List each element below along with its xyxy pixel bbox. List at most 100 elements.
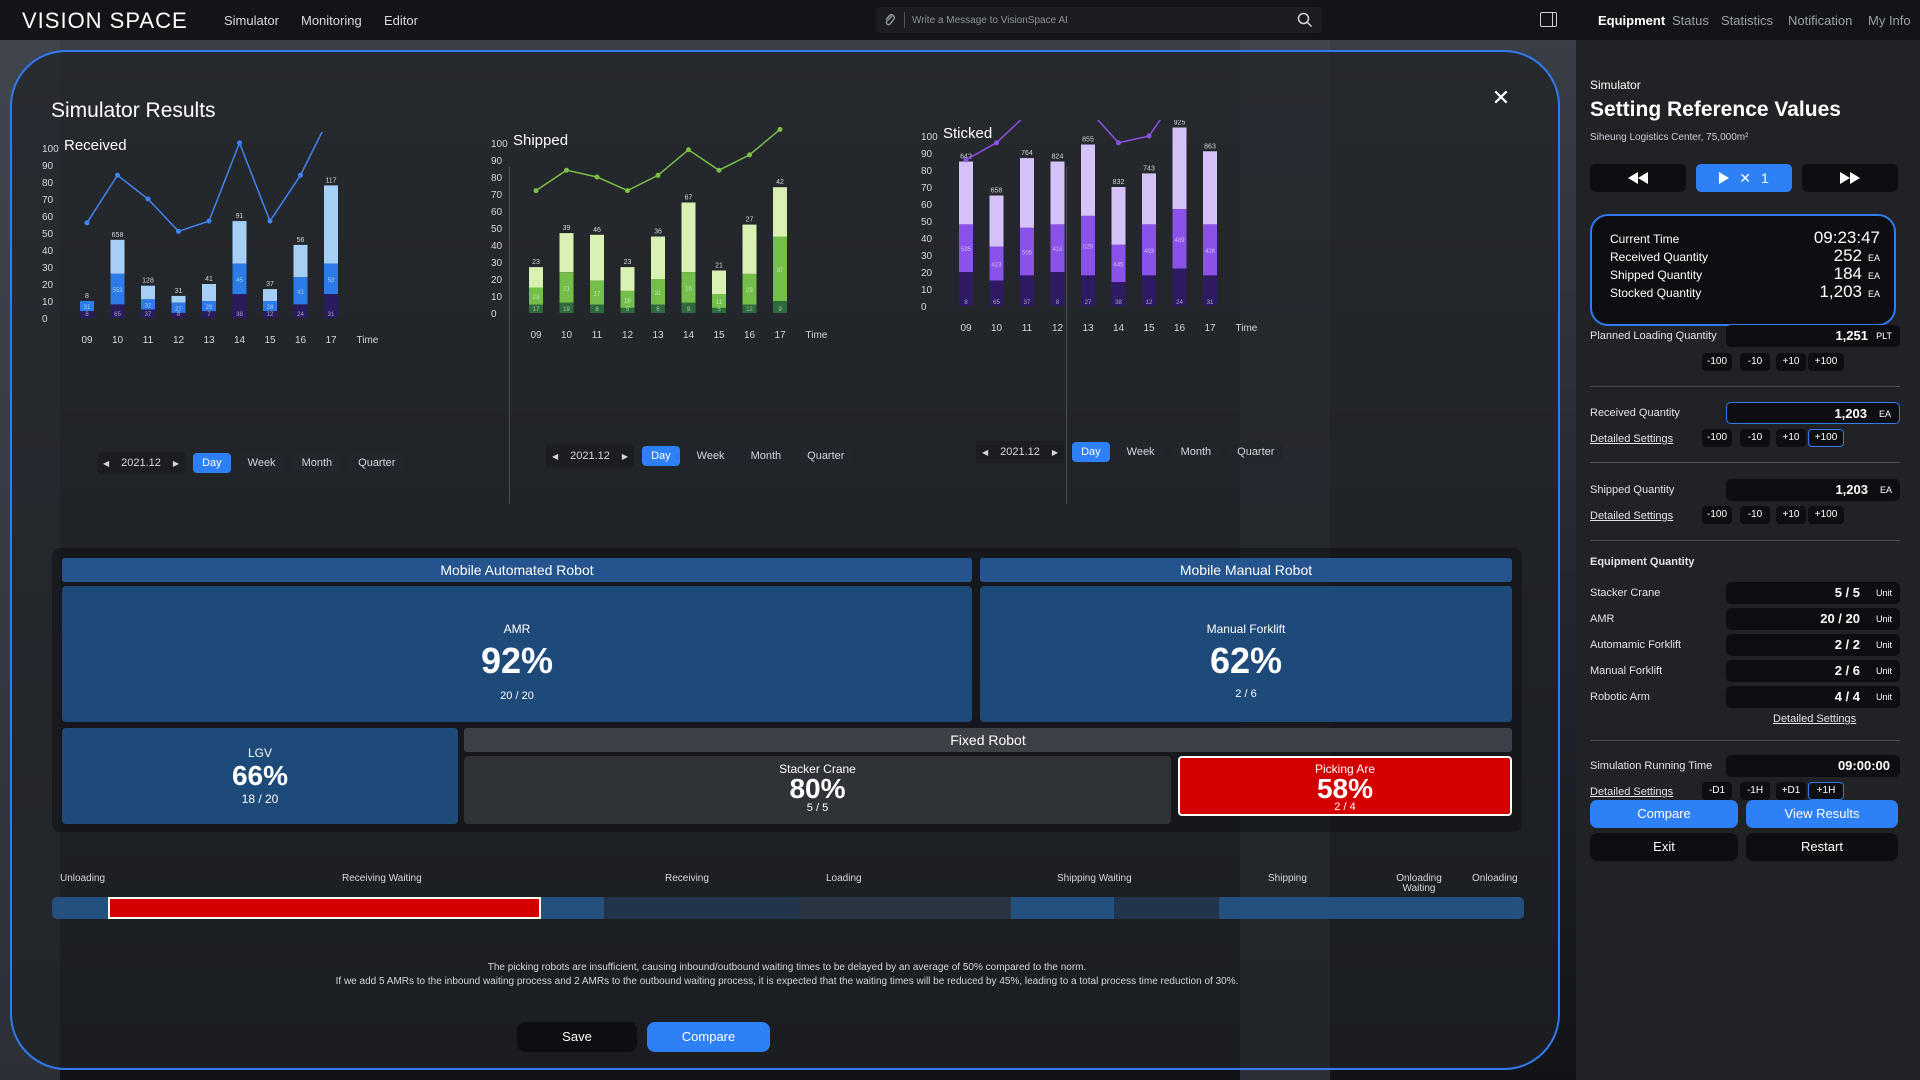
trend-point[interactable]	[84, 220, 90, 226]
bar-segment-top[interactable]	[1081, 144, 1095, 216]
stacker-crane-card[interactable]: Stacker Crane 80% 5 / 5	[464, 756, 1171, 824]
bar-segment-middle[interactable]	[1020, 227, 1034, 276]
bar-segment-top[interactable]	[1050, 161, 1065, 225]
period-month-button[interactable]: Month	[741, 446, 791, 466]
shipped-step-0[interactable]: -100	[1702, 506, 1732, 524]
period-quarter-button[interactable]: Quarter	[349, 453, 405, 473]
period-day-button[interactable]: Day	[1072, 442, 1110, 462]
received-step-3[interactable]: +100	[1808, 429, 1844, 447]
period-week-button[interactable]: Week	[1117, 442, 1164, 462]
segment-shipping-waiting[interactable]	[799, 897, 1011, 919]
bar-segment-top[interactable]	[202, 284, 216, 301]
bar-segment-middle[interactable]	[1050, 224, 1065, 272]
bar-segment-bottom[interactable]	[1020, 275, 1034, 306]
segment-shipping[interactable]	[1011, 897, 1114, 919]
panel-toggle-icon[interactable]	[1540, 12, 1557, 27]
bar-segment-top[interactable]	[989, 195, 1004, 247]
bar-segment-bottom[interactable]	[712, 307, 726, 313]
tab-my-info[interactable]: My Info	[1868, 13, 1911, 28]
received-step-2[interactable]: +10	[1776, 429, 1806, 447]
nav-editor[interactable]: Editor	[384, 13, 418, 28]
play-speed-button[interactable]: ✕ 1	[1696, 164, 1792, 192]
bar-segment-middle[interactable]	[171, 302, 186, 313]
period-week-button[interactable]: Week	[238, 453, 285, 473]
bar-segment-top[interactable]	[773, 187, 787, 237]
bar-segment-top[interactable]	[712, 270, 726, 295]
manual-forklift-card[interactable]: Manual Forklift 62% 2 / 6	[980, 586, 1512, 722]
next-arrow-icon[interactable]: ▶	[621, 451, 629, 461]
trend-point[interactable]	[298, 172, 303, 178]
bar-segment-bottom[interactable]	[293, 304, 308, 318]
bar-segment-middle[interactable]	[651, 279, 665, 305]
bar-segment-top[interactable]	[529, 267, 543, 288]
bar-segment-middle[interactable]	[742, 273, 757, 305]
next-arrow-icon[interactable]: ▶	[1051, 447, 1059, 457]
ai-message-input[interactable]	[912, 11, 1282, 29]
runtime-step-2[interactable]: +D1	[1776, 782, 1806, 800]
trend-point[interactable]	[1146, 133, 1152, 139]
prev-arrow-icon[interactable]: ◀	[552, 451, 559, 461]
close-icon[interactable]: ✕	[1491, 85, 1511, 110]
bar-segment-middle[interactable]	[110, 273, 125, 305]
shipped-detailed-settings-link[interactable]: Detailed Settings	[1590, 510, 1674, 522]
simulation-running-time-input[interactable]: 09:00:00	[1726, 755, 1900, 777]
received-step-0[interactable]: -100	[1702, 429, 1732, 447]
bar-segment-bottom[interactable]	[651, 304, 665, 314]
fast-forward-button[interactable]	[1802, 164, 1898, 192]
equipment-quantity-input[interactable]: 4 / 4 Unit	[1726, 686, 1900, 708]
shipped-step-2[interactable]: +10	[1776, 506, 1806, 524]
bar-segment-middle[interactable]	[989, 246, 1004, 281]
bar-segment-middle[interactable]	[681, 272, 696, 303]
trend-point[interactable]	[625, 188, 630, 194]
bar-segment-middle[interactable]	[712, 294, 726, 308]
rewind-button[interactable]	[1590, 164, 1686, 192]
bar-segment-top[interactable]	[141, 285, 155, 300]
segment-onloading[interactable]	[1219, 897, 1524, 919]
bar-segment-bottom[interactable]	[232, 294, 247, 318]
nav-monitoring[interactable]: Monitoring	[301, 13, 362, 28]
planned-step-2[interactable]: +10	[1776, 353, 1806, 371]
trend-point[interactable]	[963, 157, 969, 163]
search-icon[interactable]	[1296, 11, 1314, 29]
next-arrow-icon[interactable]: ▶	[172, 458, 180, 468]
trend-point[interactable]	[145, 196, 151, 202]
bar-segment-bottom[interactable]	[590, 304, 604, 314]
bar-segment-top[interactable]	[110, 239, 125, 274]
bar-segment-bottom[interactable]	[989, 280, 1004, 307]
planned-step-3[interactable]: +100	[1808, 353, 1844, 371]
paperclip-icon[interactable]	[882, 12, 898, 28]
bar-segment-middle[interactable]	[959, 224, 973, 272]
trend-point[interactable]	[655, 172, 661, 178]
bar-segment-middle[interactable]	[620, 290, 635, 308]
tab-statistics[interactable]: Statistics	[1721, 13, 1774, 28]
bar-segment-top[interactable]	[324, 185, 338, 264]
equipment-quantity-input[interactable]: 20 / 20 Unit	[1726, 608, 1900, 630]
bar-segment-top[interactable]	[1172, 127, 1187, 210]
bar-segment-bottom[interactable]	[681, 302, 696, 313]
received-step-1[interactable]: -10	[1740, 429, 1770, 447]
save-button[interactable]: Save	[517, 1022, 637, 1052]
trend-point[interactable]	[594, 174, 600, 180]
bar-segment-bottom[interactable]	[620, 307, 635, 313]
segment-loading[interactable]	[604, 897, 799, 919]
bar-segment-bottom[interactable]	[559, 302, 574, 313]
bar-segment-middle[interactable]	[293, 277, 308, 305]
bar-segment-bottom[interactable]	[773, 301, 787, 313]
bar-segment-bottom[interactable]	[110, 304, 125, 318]
bar-segment-bottom[interactable]	[742, 304, 757, 314]
bar-segment-middle[interactable]	[773, 236, 787, 302]
bar-segment-top[interactable]	[651, 236, 665, 280]
bar-segment-middle[interactable]	[1111, 244, 1126, 283]
bar-segment-middle[interactable]	[263, 301, 277, 312]
trend-point[interactable]	[686, 147, 691, 153]
bar-segment-top[interactable]	[263, 289, 277, 301]
period-quarter-button[interactable]: Quarter	[798, 446, 854, 466]
bar-segment-top[interactable]	[1111, 187, 1126, 245]
bar-segment-middle[interactable]	[1142, 224, 1156, 276]
bar-segment-bottom[interactable]	[1111, 282, 1126, 306]
trend-point[interactable]	[176, 228, 181, 234]
bar-segment-middle[interactable]	[324, 263, 338, 295]
segment-onloading-waiting[interactable]	[1114, 897, 1219, 919]
bar-segment-top[interactable]	[171, 295, 186, 303]
bar-segment-bottom[interactable]	[1081, 275, 1095, 306]
